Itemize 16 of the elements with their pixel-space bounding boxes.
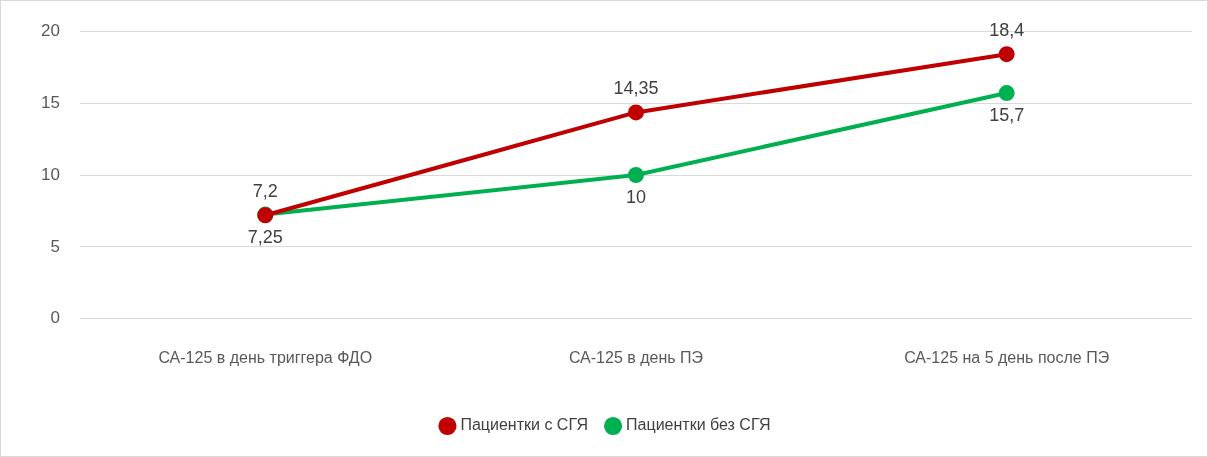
data-label: 15,7 [989, 105, 1025, 125]
x-tick-label: СА-125 на 5 день после ПЭ [904, 348, 1110, 366]
data-label: 18,4 [989, 20, 1025, 41]
x-tick-label: СА-125 в день триггера ФДО [158, 348, 373, 366]
data-label: 10 [625, 186, 646, 207]
y-tick-label: 5 [50, 236, 60, 256]
y-tick-label: 0 [50, 308, 60, 328]
legend-label: Пациентки с СГЯ [460, 416, 589, 434]
data-label: 7,25 [247, 226, 283, 247]
x-tick-label: СА-125 в день ПЭ [568, 348, 704, 366]
data-label: 7,2 [252, 181, 278, 202]
y-tick-label: 15 [40, 92, 60, 112]
y-tick-label: 20 [40, 20, 60, 40]
y-tick-label: 10 [40, 164, 60, 184]
legend-label: Пациентки без СГЯ [626, 416, 771, 434]
data-label: 14,35 [613, 78, 659, 99]
